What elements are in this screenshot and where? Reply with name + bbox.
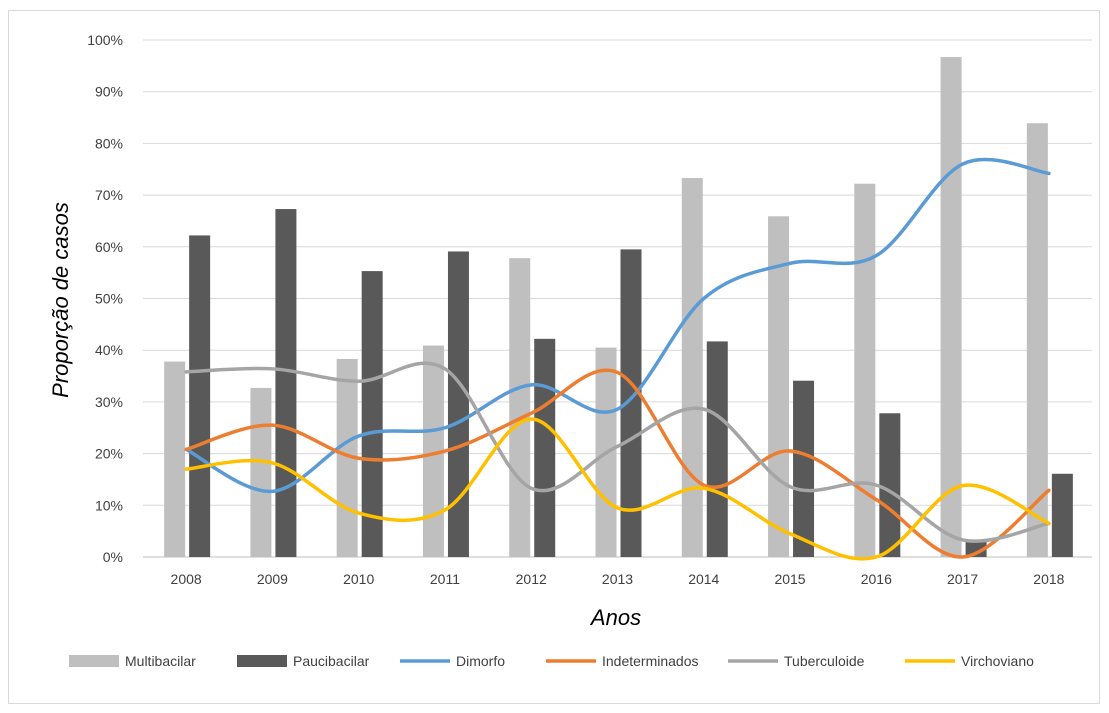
x-axis-title: Anos — [589, 605, 641, 630]
bar-multibacilar — [768, 216, 790, 557]
bar-multibacilar — [250, 387, 272, 557]
line-dimorfo — [184, 157, 1051, 494]
y-tick-label: 0% — [103, 549, 123, 565]
legend-label: Tuberculoide — [784, 653, 865, 669]
y-tick-label: 30% — [95, 394, 123, 410]
bar-multibacilar — [422, 345, 444, 557]
bar-layer — [164, 57, 1073, 557]
bar-multibacilar — [854, 183, 876, 557]
x-tick-label: 2018 — [1033, 571, 1064, 587]
legend-label: Paucibacilar — [293, 653, 370, 669]
y-tick-label: 80% — [95, 135, 123, 151]
x-tick-label: 2014 — [688, 571, 719, 587]
bar-paucibacilar — [965, 539, 987, 557]
line-indeterminados — [184, 368, 1051, 559]
bar-paucibacilar — [361, 271, 383, 557]
x-tick-label: 2015 — [774, 571, 805, 587]
legend: Multibacilar Paucibacilar Dimorfo Indetermi… — [69, 653, 1034, 669]
bar-paucibacilar — [189, 235, 211, 557]
bar-multibacilar — [509, 258, 531, 557]
bar-paucibacilar — [620, 249, 642, 557]
y-tick-label: 60% — [95, 239, 123, 255]
x-tick-label: 2016 — [861, 571, 892, 587]
bar-multibacilar — [164, 361, 186, 557]
legend-label: Indeterminados — [602, 653, 699, 669]
line-tuberculoide — [184, 361, 1051, 543]
x-tick-labels: 2008 2009 2010 2011 2012 2013 2014 2015 2016 2017… — [171, 571, 1065, 587]
y-tick-label: 40% — [95, 342, 123, 358]
y-tick-label: 50% — [95, 291, 123, 307]
x-tick-label: 2013 — [602, 571, 633, 587]
bar-paucibacilar — [706, 341, 728, 557]
legend-label: Dimorfo — [456, 653, 505, 669]
bar-multibacilar — [681, 178, 703, 557]
y-tick-labels: 0% 10% 20% 30% 40% 50% 60% 70% 80% 90% 100% — [87, 32, 123, 565]
y-tick-label: 10% — [95, 497, 123, 513]
x-tick-label: 2012 — [516, 571, 547, 587]
bar-paucibacilar — [879, 413, 901, 557]
bar-multibacilar — [1026, 123, 1048, 557]
bar-paucibacilar — [275, 209, 297, 557]
x-tick-label: 2010 — [343, 571, 374, 587]
y-tick-label: 90% — [95, 84, 123, 100]
line-layer — [184, 157, 1051, 561]
x-tick-label: 2011 — [430, 571, 460, 587]
legend-label: Multibacilar — [125, 653, 196, 669]
y-axis-title: Proporção de casos — [48, 202, 73, 398]
y-tick-label: 20% — [95, 446, 123, 462]
bar-paucibacilar — [793, 380, 815, 557]
grid-layer — [143, 39, 1092, 558]
bar-multibacilar — [940, 57, 962, 557]
x-tick-label: 2017 — [947, 571, 978, 587]
bar-paucibacilar — [1051, 473, 1073, 557]
bar-paucibacilar — [534, 338, 556, 557]
bar-paucibacilar — [447, 251, 469, 557]
line-virchoviano — [184, 417, 1051, 561]
y-tick-label: 70% — [95, 187, 123, 203]
y-tick-label: 100% — [87, 32, 123, 48]
legend-label: Virchoviano — [961, 653, 1034, 669]
legend-swatch — [237, 655, 287, 667]
x-tick-label: 2009 — [257, 571, 288, 587]
legend-swatch — [69, 655, 119, 667]
x-tick-label: 2008 — [171, 571, 202, 587]
